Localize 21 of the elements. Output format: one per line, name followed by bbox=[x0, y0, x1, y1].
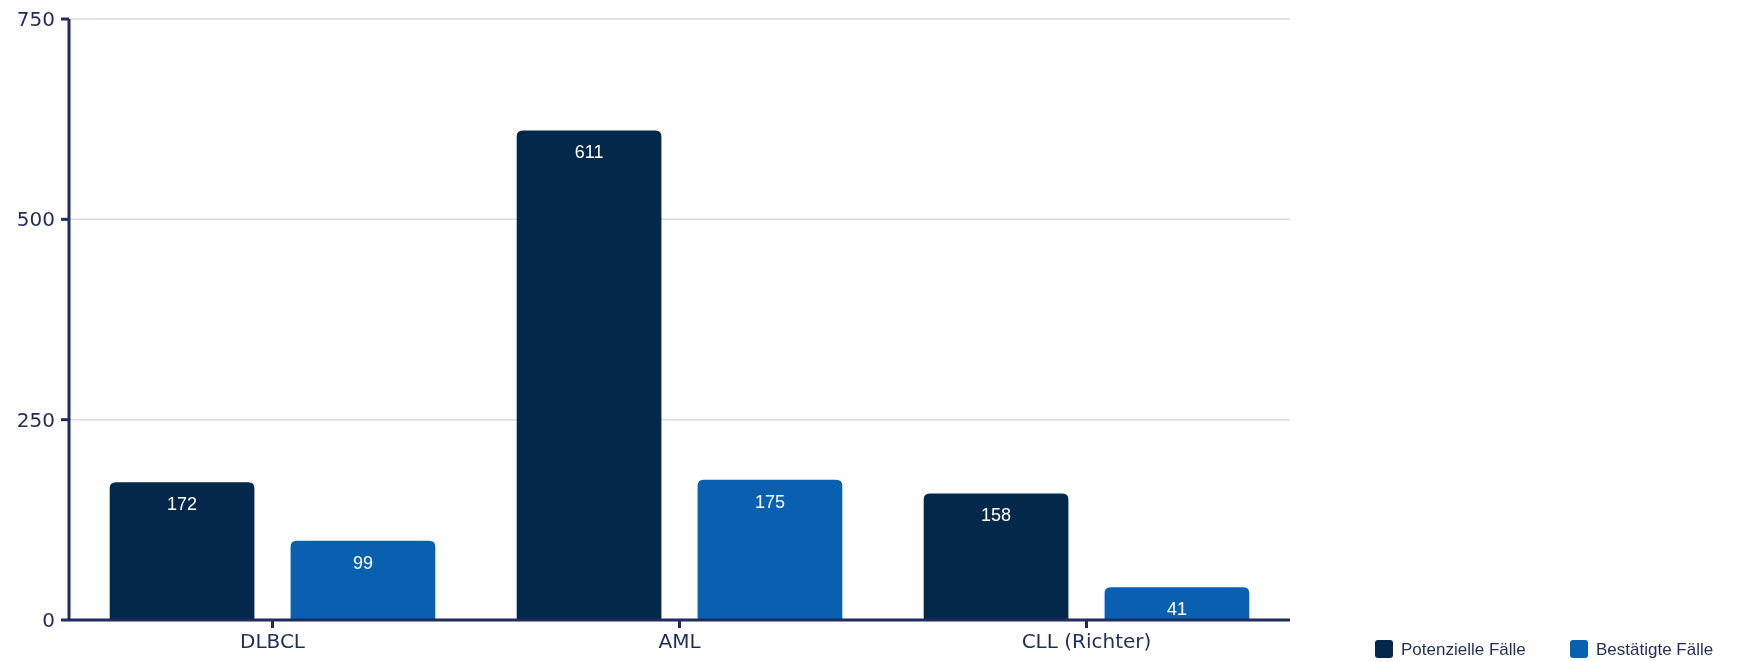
y-tick-label: 750 bbox=[16, 7, 55, 31]
x-tick-label: AML bbox=[658, 629, 702, 653]
y-tick-label: 0 bbox=[42, 608, 55, 632]
bar bbox=[516, 130, 662, 620]
data-label: 172 bbox=[167, 494, 198, 515]
x-tick-label: CLL (Richter) bbox=[1021, 629, 1152, 653]
y-tick-label: 500 bbox=[16, 207, 55, 232]
bar bbox=[1104, 587, 1250, 620]
legend-label: Potenzielle Fälle bbox=[1401, 639, 1526, 659]
data-label: 158 bbox=[981, 505, 1012, 526]
y-tick-label: 250 bbox=[16, 407, 55, 432]
data-label: 99 bbox=[352, 552, 373, 573]
bar bbox=[290, 540, 436, 620]
data-label: 611 bbox=[574, 142, 604, 163]
x-tick-label: DLBCL bbox=[239, 629, 306, 653]
data-label: 175 bbox=[754, 491, 785, 512]
bar bbox=[109, 482, 255, 620]
data-label: 41 bbox=[1166, 599, 1187, 620]
bar bbox=[923, 493, 1069, 620]
bar bbox=[697, 479, 843, 620]
legend-label: Bestätigte Fälle bbox=[1596, 639, 1714, 659]
